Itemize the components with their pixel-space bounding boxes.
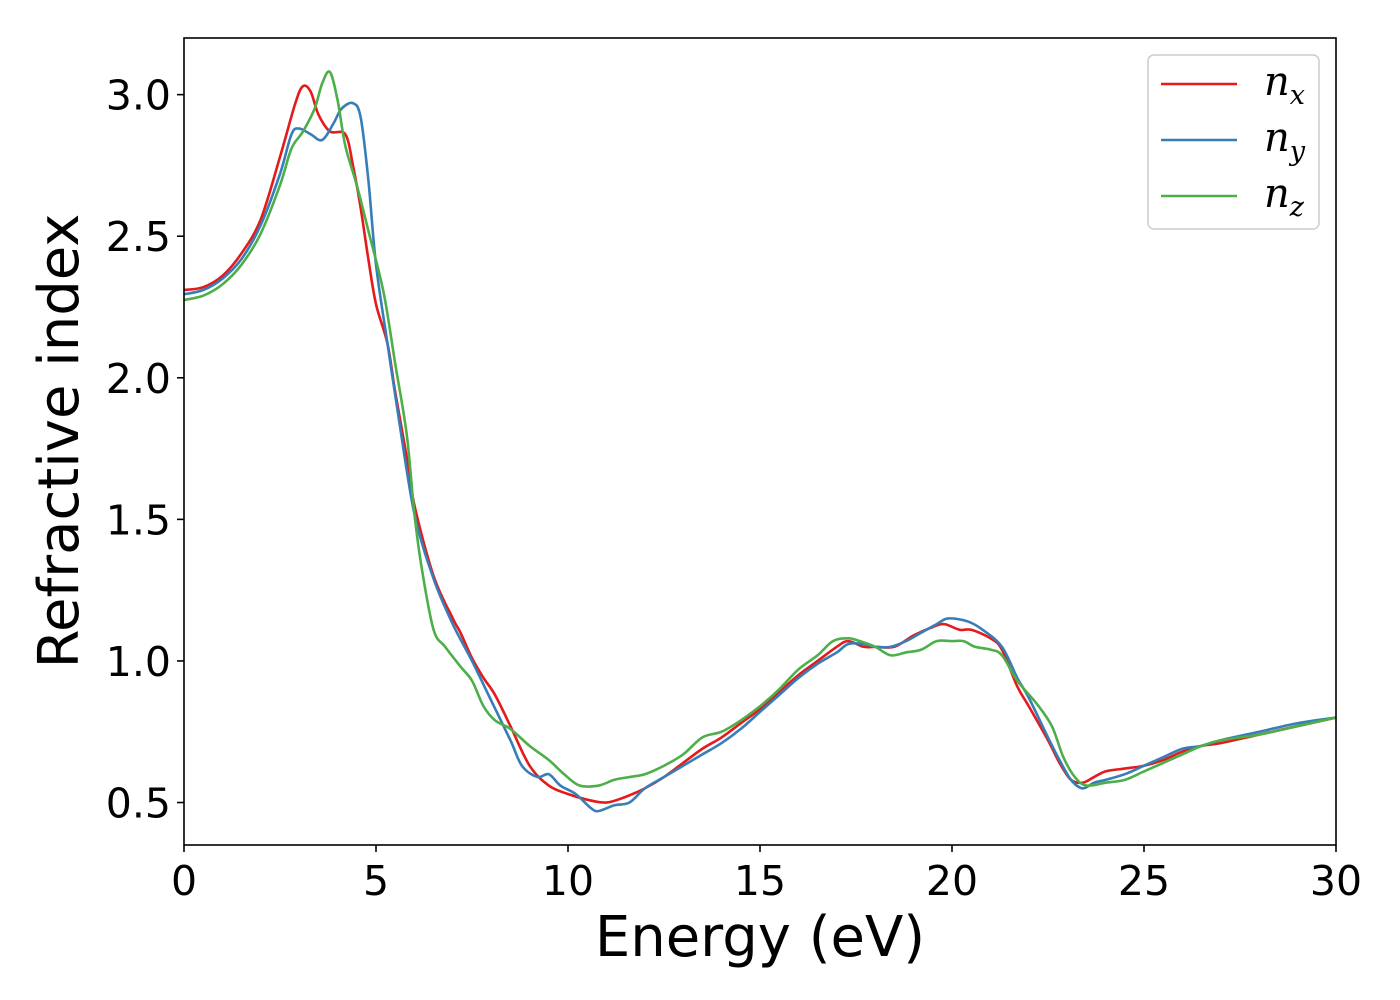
x-tick-label: 10 xyxy=(542,857,594,905)
legend-label-z: nz xyxy=(1264,171,1305,223)
x-tick-label: 25 xyxy=(1118,857,1170,905)
x-tick-label: 20 xyxy=(926,857,978,905)
x-tick-label: 15 xyxy=(734,857,786,905)
y-tick-label: 1.5 xyxy=(106,496,171,544)
x-axis: 0 5 10 15 20 25 30 xyxy=(171,845,1362,905)
x-axis-label: Energy (eV) xyxy=(595,905,925,970)
y-axis-label: Refractive index xyxy=(27,214,92,669)
legend-label-y: ny xyxy=(1264,115,1306,167)
series-line-z xyxy=(183,70,1337,788)
y-tick-label: 1.0 xyxy=(106,638,171,686)
x-tick-label: 0 xyxy=(171,857,197,905)
legend-box xyxy=(1147,54,1320,230)
plot-area: 0 5 10 15 20 25 30 0.5 1.0 1.5 2.0 2.5 3.0 xyxy=(106,37,1362,905)
y-tick-label: 0.5 xyxy=(106,780,171,828)
y-tick-label: 2.0 xyxy=(106,355,171,403)
y-tick-label: 2.5 xyxy=(106,213,171,261)
y-tick-label: 3.0 xyxy=(106,72,171,120)
legend-label-x: nx xyxy=(1264,59,1305,111)
y-axis: 0.5 1.0 1.5 2.0 2.5 3.0 xyxy=(106,72,184,828)
x-tick-label: 30 xyxy=(1310,857,1362,905)
x-tick-label: 5 xyxy=(363,857,389,905)
series-line-y xyxy=(183,101,1337,813)
series-layer xyxy=(183,70,1337,813)
